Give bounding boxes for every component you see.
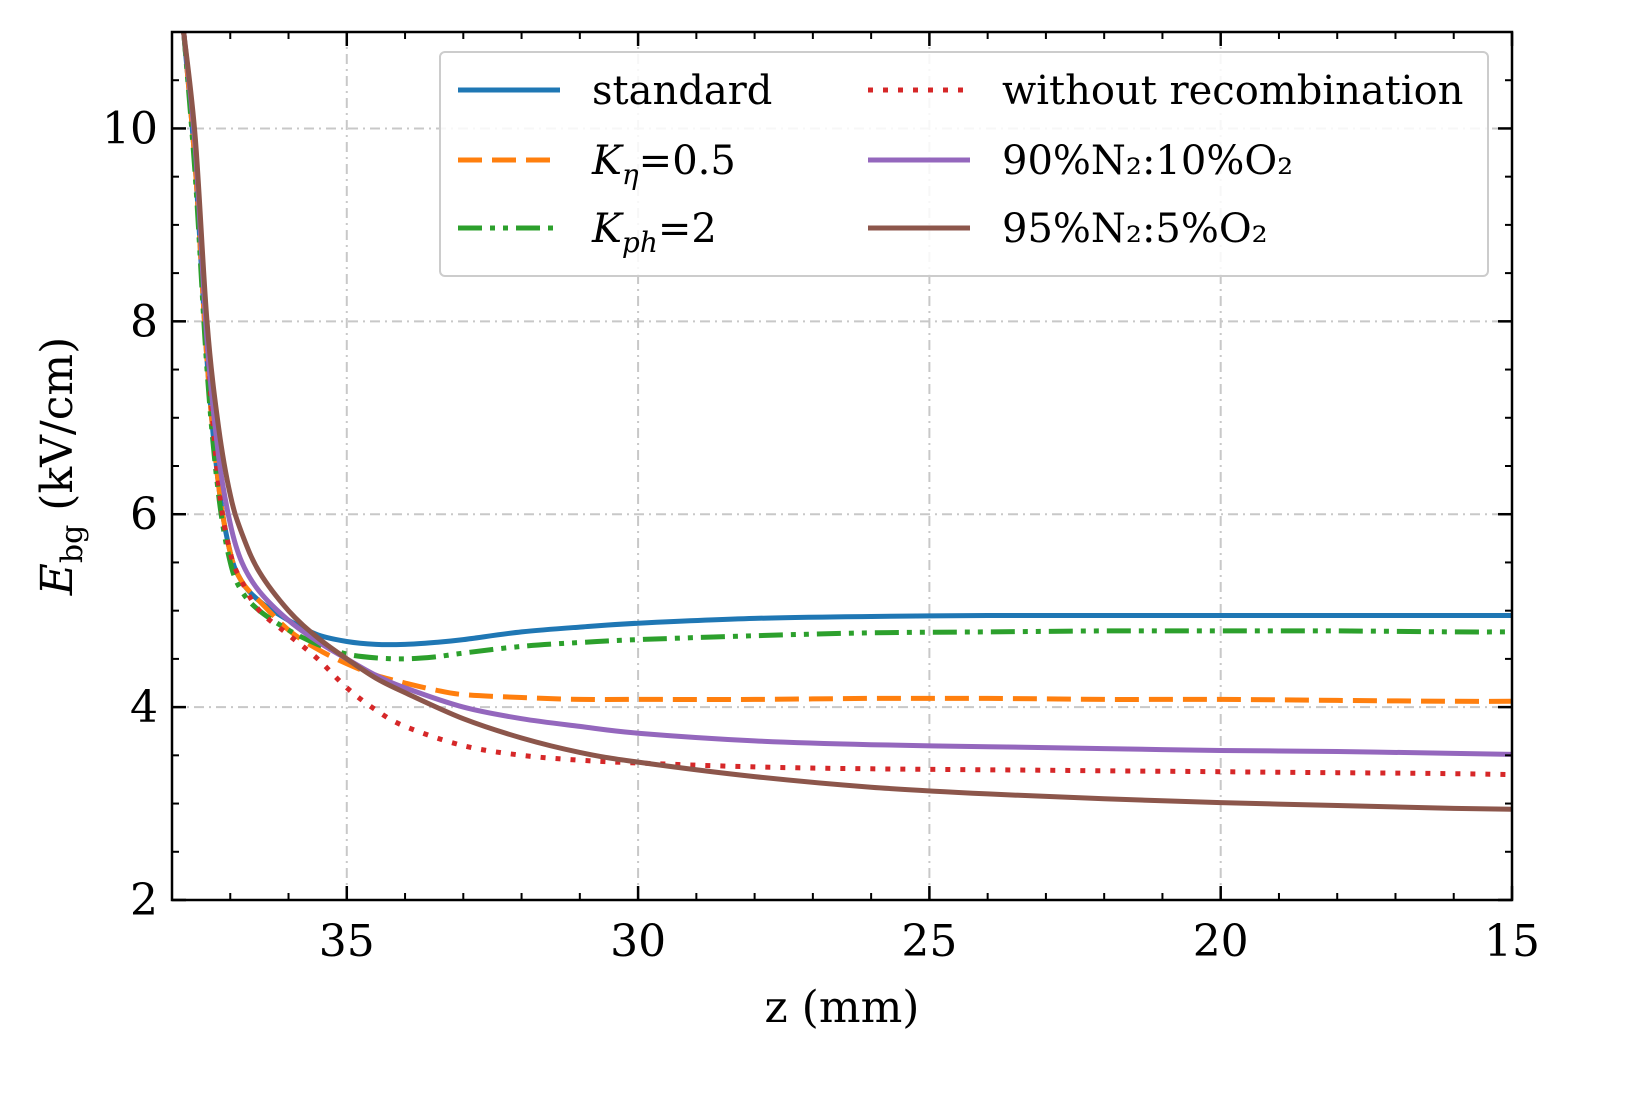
legend-label: 90%N₂:10%O₂ <box>1002 138 1293 184</box>
x-tick-label: 20 <box>1193 916 1249 967</box>
legend-item-no_recomb: without recombination <box>868 68 1463 114</box>
x-tick-label: 35 <box>319 916 375 967</box>
y-tick-label: 10 <box>102 103 158 154</box>
series-layer <box>181 32 1512 812</box>
x-axis-label: z (mm) <box>765 982 920 1033</box>
y-tick-label: 6 <box>130 489 158 540</box>
legend-label: 95%N₂:5%O₂ <box>1002 206 1268 252</box>
legend-label: Kη=0.5 <box>591 138 736 191</box>
x-tick-label: 30 <box>610 916 666 967</box>
y-axis-label: Ebg (kV/cm) <box>32 337 90 597</box>
legend-label: without recombination <box>1002 68 1463 114</box>
series-line-n2_90 <box>181 32 1512 757</box>
y-axis-unit: (kV/cm) <box>32 337 83 511</box>
legend-item-k_eta: Kη=0.5 <box>458 138 736 191</box>
legend-item-n2_90: 90%N₂:10%O₂ <box>868 138 1293 184</box>
series-line-n2_95 <box>181 32 1512 812</box>
y-axis-symbol: E <box>32 563 83 596</box>
legend-item-k_ph: Kph=2 <box>458 206 717 259</box>
x-tick-label: 15 <box>1484 916 1540 967</box>
tick-labels: 35 30 25 20 15 2 4 6 8 10 <box>102 103 1540 967</box>
legend-label: standard <box>592 68 772 114</box>
series-line-no_recomb <box>181 32 1512 778</box>
legend: standard Kη=0.5 Kph=2 without recombination… <box>439 51 1489 277</box>
legend-item-n2_95: 95%N₂:5%O₂ <box>868 206 1268 252</box>
x-tick-label: 25 <box>901 916 957 967</box>
y-axis-subscript: bg <box>55 525 90 563</box>
legend-item-standard: standard <box>458 68 772 114</box>
y-tick-label: 4 <box>130 682 158 733</box>
y-tick-label: 2 <box>130 875 158 926</box>
ticks <box>172 31 1514 902</box>
legend-label: Kph=2 <box>591 206 717 259</box>
y-tick-label: 8 <box>130 296 158 347</box>
legend-box <box>439 51 1489 277</box>
svg-text:Ebg(kV/cm): Ebg (kV/cm) <box>32 337 90 597</box>
